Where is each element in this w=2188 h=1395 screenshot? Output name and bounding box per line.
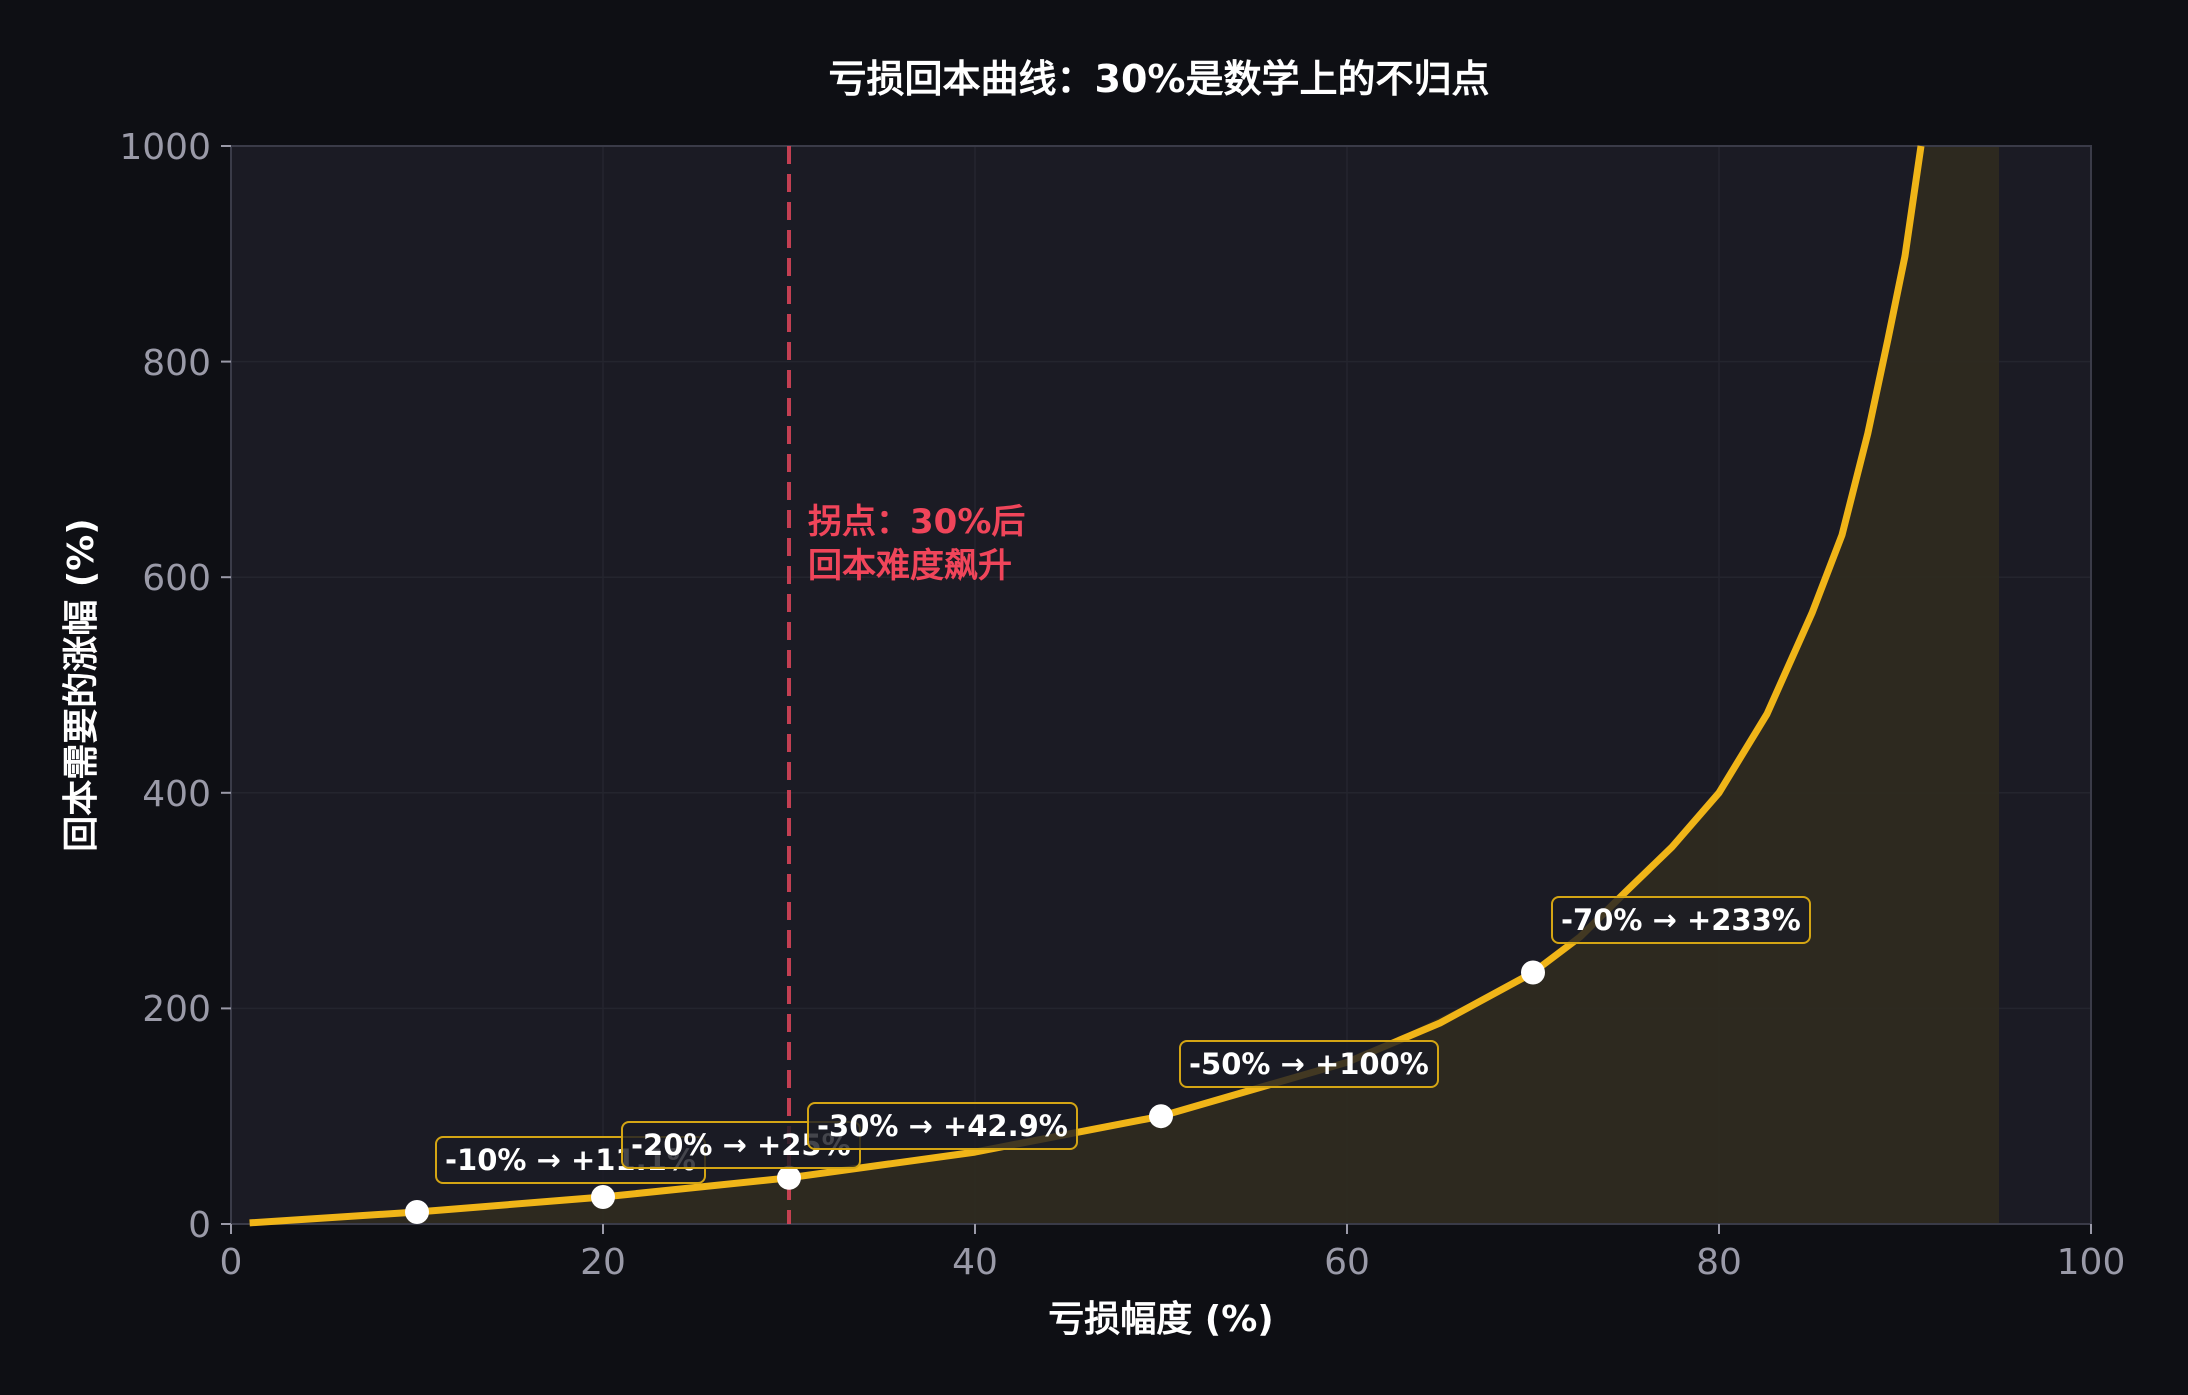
annotation-30: -30% → +42.9% bbox=[807, 1102, 1078, 1150]
y-tick-label: 600 bbox=[142, 558, 211, 599]
threshold-note-line: 回本难度飙升 bbox=[808, 546, 1012, 586]
x-axis-label: 亏损幅度 (%) bbox=[1048, 1299, 1274, 1340]
marker-30 bbox=[777, 1165, 801, 1190]
annotation-70: -70% → +233% bbox=[1551, 896, 1811, 944]
x-tick-label: 80 bbox=[1696, 1242, 1742, 1283]
axis-ticks bbox=[221, 145, 2092, 1234]
annotation-50: -50% → +100% bbox=[1179, 1040, 1439, 1088]
y-tick-label: 200 bbox=[142, 989, 211, 1030]
x-tick-labels: 0 20 40 60 80 100 bbox=[220, 1242, 2126, 1283]
y-axis-label: 回本需要的涨幅 (%) bbox=[61, 518, 102, 852]
x-tick-label: 40 bbox=[952, 1242, 998, 1283]
threshold-note: 拐点：30%后 回本难度飙升 bbox=[808, 500, 1025, 588]
marker-50 bbox=[1149, 1104, 1173, 1129]
x-tick-label: 20 bbox=[580, 1242, 626, 1283]
marker-20 bbox=[591, 1185, 615, 1209]
y-tick-label: 0 bbox=[188, 1205, 211, 1246]
data-markers bbox=[405, 960, 1545, 1224]
x-tick-label: 0 bbox=[220, 1242, 243, 1283]
threshold-note-line: 拐点：30%后 bbox=[808, 502, 1026, 542]
y-tick-labels: 0 200 400 600 800 1000 bbox=[119, 127, 211, 1246]
chart-title: 亏损回本曲线：30%是数学上的不归点 bbox=[828, 57, 1490, 101]
marker-70 bbox=[1521, 960, 1545, 985]
axes-frame bbox=[230, 145, 2092, 1225]
y-tick-label: 1000 bbox=[119, 127, 211, 168]
x-tick-label: 100 bbox=[2057, 1242, 2126, 1283]
marker-10 bbox=[405, 1200, 429, 1224]
y-tick-label: 400 bbox=[142, 774, 211, 815]
x-tick-label: 60 bbox=[1324, 1242, 1370, 1283]
y-tick-label: 800 bbox=[142, 343, 211, 384]
